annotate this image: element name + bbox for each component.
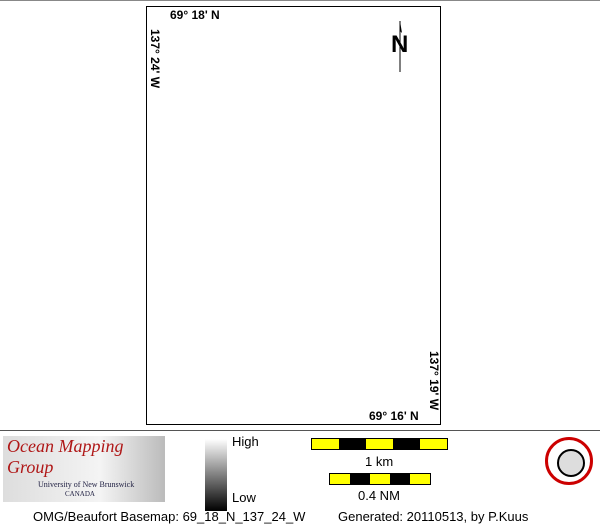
legend-footer: Ocean Mapping Group University of New Br… [0, 430, 600, 526]
colorbar [205, 439, 227, 511]
logo-country: CANADA [65, 490, 95, 498]
bottom-latitude-label: 69° 16' N [369, 409, 419, 423]
scale-bar-km [311, 438, 448, 450]
map-frame [146, 6, 441, 425]
footer-basemap: OMG/Beaufort Basemap: 69_18_N_137_24_W [33, 509, 306, 524]
scale-nm-label: 0.4 NM [358, 488, 400, 503]
north-label: N [391, 31, 409, 58]
north-arrow-icon: N [390, 19, 410, 73]
colorbar-high-label: High [232, 434, 259, 449]
right-longitude-label: 137° 19' W [427, 351, 441, 411]
left-longitude-label: 137° 24' W [148, 29, 162, 89]
scale-km-label: 1 km [365, 454, 394, 469]
logo-title: Ocean Mapping Group [7, 436, 124, 477]
logo-university: University of New Brunswick [38, 480, 135, 489]
top-latitude-label: 69° 18' N [170, 8, 220, 22]
geodesy-seal-icon [545, 437, 593, 485]
scale-bar-nm [329, 473, 431, 485]
footer-generated: Generated: 20110513, by P.Kuus [338, 509, 529, 524]
colorbar-low-label: Low [232, 490, 256, 505]
omg-logo: Ocean Mapping Group University of New Br… [3, 436, 165, 502]
